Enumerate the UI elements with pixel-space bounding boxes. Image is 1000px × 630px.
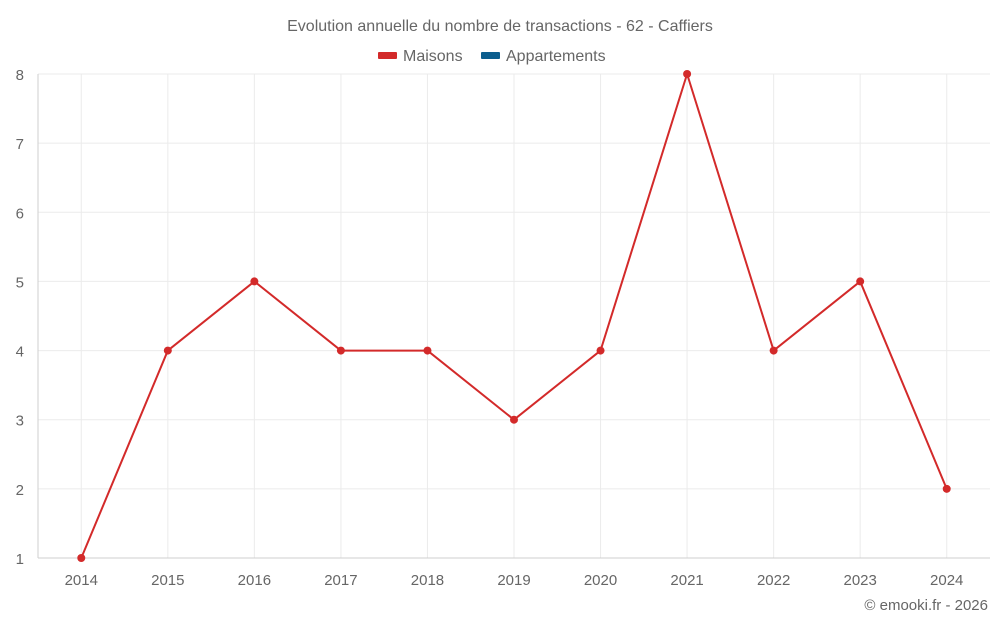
x-tick-label: 2017 bbox=[324, 572, 357, 589]
y-tick-label: 3 bbox=[16, 413, 24, 430]
y-tick-label: 7 bbox=[16, 136, 24, 153]
legend-swatch-maisons bbox=[378, 52, 397, 59]
legend-swatch-appartements bbox=[481, 52, 500, 59]
x-tick-label: 2014 bbox=[65, 572, 98, 589]
legend-label-appartements: Appartements bbox=[506, 48, 606, 65]
x-tick-label: 2016 bbox=[238, 572, 271, 589]
x-tick-label: 2015 bbox=[151, 572, 184, 589]
data-point-maisons[interactable] bbox=[336, 346, 345, 355]
x-tick-label: 2018 bbox=[411, 572, 444, 589]
data-point-maisons[interactable] bbox=[423, 346, 432, 355]
y-tick-label: 8 bbox=[16, 67, 24, 84]
y-tick-label: 4 bbox=[16, 344, 24, 361]
x-tick-labels: 2014 2015 2016 2017 2018 2019 2020 2021 2022 2023… bbox=[65, 572, 964, 589]
data-point-maisons[interactable] bbox=[856, 277, 865, 286]
x-tick-label: 2022 bbox=[757, 572, 790, 589]
y-tick-label: 2 bbox=[16, 482, 24, 499]
data-point-maisons[interactable] bbox=[942, 484, 951, 493]
credit-text: © emooki.fr - 2026 bbox=[864, 597, 988, 614]
data-point-maisons[interactable] bbox=[683, 70, 692, 78]
y-tick-label: 1 bbox=[16, 551, 24, 568]
x-tick-label: 2024 bbox=[930, 572, 963, 589]
x-tick-label: 2023 bbox=[843, 572, 876, 589]
data-point-maisons[interactable] bbox=[163, 346, 172, 355]
x-tick-label: 2019 bbox=[497, 572, 530, 589]
data-point-maisons[interactable] bbox=[77, 554, 86, 562]
legend: Maisons Appartements bbox=[378, 48, 606, 65]
series-maisons bbox=[77, 70, 951, 562]
data-point-maisons[interactable] bbox=[250, 277, 259, 286]
y-tick-labels: 1 2 3 4 5 6 7 8 bbox=[16, 67, 24, 568]
legend-label-maisons: Maisons bbox=[403, 48, 463, 65]
x-tick-label: 2020 bbox=[584, 572, 617, 589]
y-tick-label: 5 bbox=[16, 274, 24, 291]
chart-title: Evolution annuelle du nombre de transact… bbox=[287, 18, 713, 35]
data-point-maisons[interactable] bbox=[510, 415, 518, 424]
data-point-maisons[interactable] bbox=[596, 346, 605, 355]
legend-item-maisons[interactable]: Maisons bbox=[378, 48, 463, 65]
x-tick-label: 2021 bbox=[670, 572, 703, 589]
x-gridlines bbox=[80, 74, 948, 558]
legend-item-appartements[interactable]: Appartements bbox=[481, 48, 606, 65]
data-point-maisons[interactable] bbox=[769, 346, 778, 355]
series-layer bbox=[77, 70, 951, 562]
y-tick-label: 6 bbox=[16, 205, 24, 222]
